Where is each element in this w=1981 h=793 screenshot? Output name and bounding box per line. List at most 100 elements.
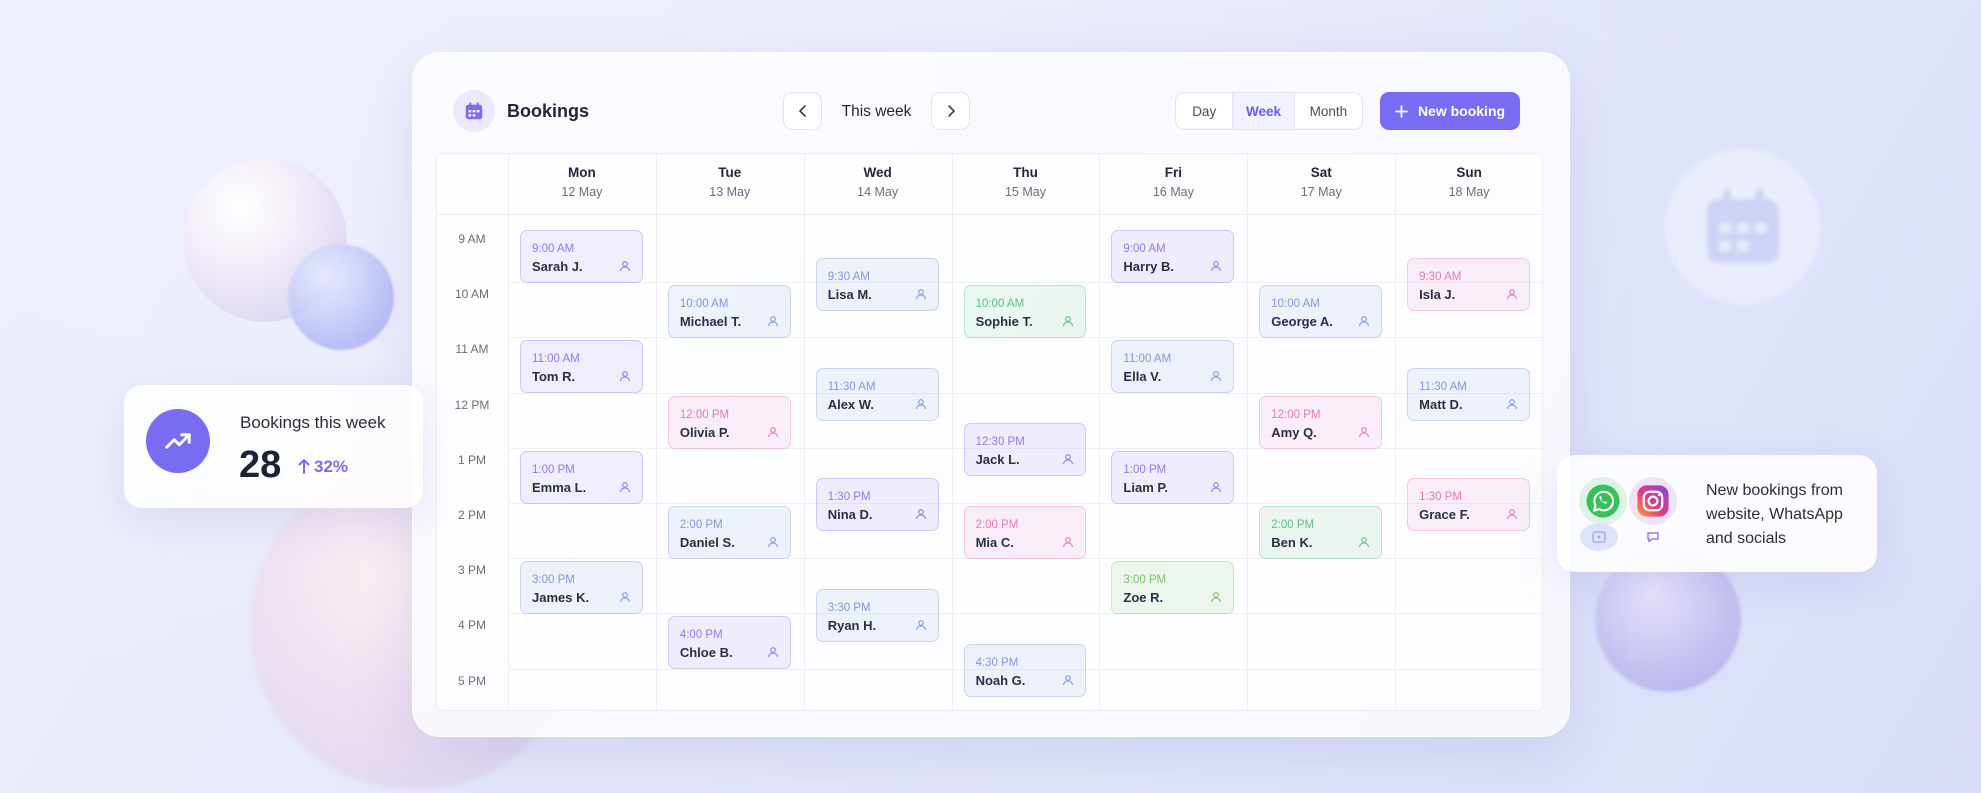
- up-arrow: [298, 459, 310, 474]
- booking-name: Liam P.: [1123, 479, 1168, 495]
- booking-card[interactable]: 9:00 AM Harry B.: [1111, 230, 1235, 283]
- hour-label: 1 PM: [457, 452, 486, 467]
- booking-card[interactable]: 10:00 AM George A.: [1259, 285, 1383, 339]
- booking-time: 2:00 PM: [975, 519, 1019, 531]
- prev-button[interactable]: [783, 92, 822, 130]
- booking-card[interactable]: 3:00 PM James K.: [520, 561, 643, 615]
- booking-card[interactable]: 2:00 PM Ben K.: [1259, 506, 1383, 559]
- booking-card[interactable]: 12:00 PM Olivia P.: [667, 395, 791, 449]
- hour-label: 10 AM: [454, 287, 490, 302]
- person-icon: [1211, 261, 1222, 272]
- booking-time: 9:00 AM: [532, 243, 575, 255]
- booking-name: Isla J.: [1419, 286, 1456, 302]
- day-name: Mon: [568, 165, 596, 180]
- day-name: Thu: [1013, 165, 1038, 180]
- person-icon: [619, 261, 630, 272]
- booking-name: Mia C.: [975, 535, 1014, 550]
- booking-name: Nina D.: [827, 507, 873, 523]
- period-label: This week: [841, 103, 912, 120]
- column-line: [1395, 153, 1397, 711]
- booking-card[interactable]: 3:30 PM Ryan H.: [815, 588, 939, 642]
- booking-name: Noah G.: [975, 673, 1026, 688]
- booking-time: 3:00 PM: [532, 574, 575, 587]
- booking-name: George A.: [1271, 314, 1333, 330]
- person-icon: [1063, 454, 1074, 465]
- stats-label: Bookings this week: [240, 413, 386, 432]
- booking-card[interactable]: 11:30 AM Alex W.: [815, 368, 939, 421]
- booking-card[interactable]: 9:30 AM Isla J.: [1407, 257, 1530, 311]
- view-button[interactable]: Week: [1232, 93, 1294, 129]
- person-icon: [1506, 288, 1518, 299]
- column-line: [655, 153, 657, 711]
- booking-card[interactable]: 11:00 AM Tom R.: [520, 340, 643, 394]
- next-button[interactable]: [931, 92, 970, 130]
- booking-time: 1:00 PM: [1123, 463, 1167, 476]
- booking-card[interactable]: 2:00 PM Mia C.: [963, 506, 1087, 559]
- booking-name: Jack L.: [975, 452, 1020, 468]
- booking-time: 12:00 PM: [1271, 408, 1321, 421]
- booking-card[interactable]: 4:30 PM Noah G.: [963, 644, 1087, 697]
- booking-card[interactable]: 11:00 AM Ella V.: [1111, 340, 1235, 394]
- trend-icon: [146, 409, 210, 473]
- booking-card[interactable]: 10:00 AM Sophie T.: [963, 285, 1087, 339]
- hour-label: 3 PM: [457, 563, 486, 578]
- chat-badge: [1647, 532, 1659, 543]
- day-name: Sat: [1310, 165, 1332, 180]
- column-line: [1099, 153, 1101, 711]
- hour-label: 4 PM: [457, 618, 486, 633]
- booking-card[interactable]: 3:00 PM Zoe R.: [1111, 561, 1235, 615]
- stats-change: 32%: [314, 457, 349, 476]
- person-icon: [619, 481, 630, 492]
- person-icon: [915, 619, 926, 630]
- view-button[interactable]: Month: [1293, 93, 1362, 129]
- booking-name: Tom R.: [532, 369, 576, 385]
- column-line: [508, 153, 509, 711]
- channels-text: New bookings from website, WhatsApp and …: [1706, 482, 1843, 547]
- hour-line: [508, 503, 1543, 504]
- booking-name: Sarah J.: [532, 259, 583, 274]
- booking-card[interactable]: 2:00 PM Daniel S.: [667, 506, 791, 559]
- hour-line: [508, 447, 1543, 449]
- booking-time: 1:30 PM: [1419, 491, 1462, 504]
- day-date: 17 May: [1300, 185, 1342, 199]
- booking-card[interactable]: 1:00 PM Liam P.: [1111, 450, 1235, 504]
- new-booking-button[interactable]: New booking: [1380, 92, 1520, 130]
- person-icon: [1063, 675, 1074, 686]
- booking-card[interactable]: 12:30 PM Jack L.: [963, 423, 1087, 477]
- decor-icon: [1665, 149, 1821, 305]
- booking-name: Zoe R.: [1123, 590, 1164, 606]
- booking-card[interactable]: 1:00 PM Emma L.: [520, 450, 643, 504]
- booking-time: 10:00 AM: [1271, 298, 1320, 311]
- person-icon: [1359, 316, 1370, 327]
- hour-label: 5 PM: [457, 673, 486, 688]
- hour-line: [508, 337, 1543, 339]
- person-icon: [767, 316, 778, 327]
- booking-card[interactable]: 1:30 PM Grace F.: [1407, 478, 1530, 532]
- view-switcher: Day Week Month: [1175, 92, 1363, 130]
- booking-card[interactable]: 1:30 PM Nina D.: [815, 478, 939, 532]
- booking-time: 4:30 PM: [975, 657, 1019, 669]
- booking-name: Daniel S.: [679, 535, 735, 550]
- person-icon: [1063, 316, 1074, 327]
- day-name: Wed: [863, 165, 892, 180]
- new-booking-label: New booking: [1417, 103, 1506, 119]
- booking-time: 10:00 AM: [975, 298, 1025, 311]
- booking-name: Amy Q.: [1271, 424, 1317, 440]
- booking-name: Chloe B.: [679, 645, 733, 661]
- booking-card[interactable]: 9:00 AM Sarah J.: [520, 230, 643, 283]
- booking-card[interactable]: 11:30 AM Matt D.: [1407, 368, 1530, 421]
- booking-time: 10:00 AM: [679, 298, 729, 311]
- booking-card[interactable]: 4:00 PM Chloe B.: [667, 616, 791, 670]
- column-line: [1247, 153, 1249, 711]
- stats-card: Bookings this week 28 32%: [124, 385, 423, 508]
- view-button[interactable]: Day: [1192, 103, 1217, 119]
- channels-card: New bookings from website, WhatsApp and …: [1557, 455, 1877, 572]
- booking-time: 11:00 AM: [532, 353, 580, 366]
- booking-name: Ella V.: [1123, 369, 1162, 385]
- hour-label: 11 AM: [455, 342, 489, 357]
- booking-time: 11:00 AM: [1123, 353, 1172, 366]
- booking-card[interactable]: 12:00 PM Amy Q.: [1259, 395, 1383, 449]
- booking-card[interactable]: 10:00 AM Michael T.: [667, 285, 791, 339]
- booking-card[interactable]: 9:30 AM Lisa M.: [815, 257, 939, 311]
